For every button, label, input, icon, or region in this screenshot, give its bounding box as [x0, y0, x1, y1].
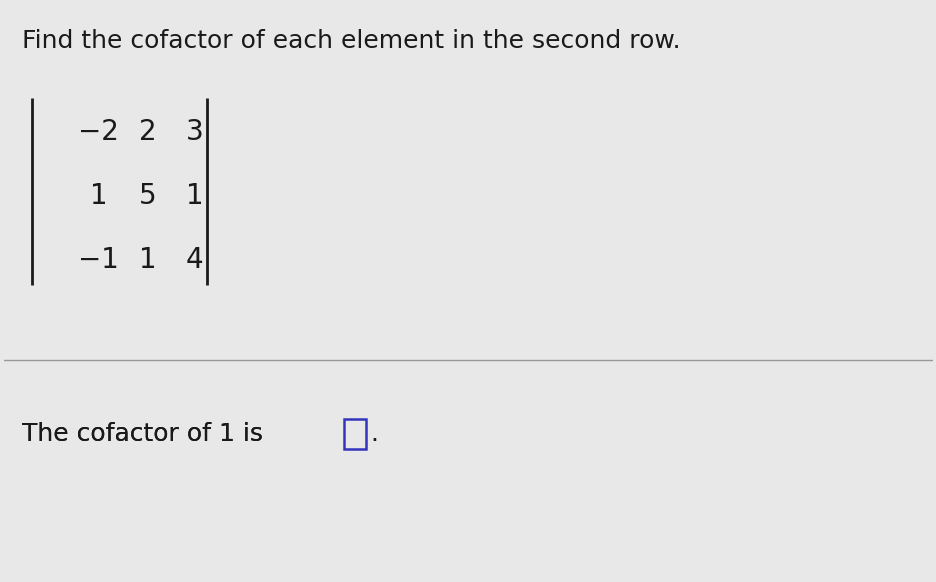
Text: The cofactor of 1 is: The cofactor of 1 is — [22, 422, 271, 446]
Text: 2: 2 — [139, 118, 156, 146]
Text: 1: 1 — [185, 182, 203, 210]
Bar — [344, 419, 366, 449]
Text: 1: 1 — [139, 246, 156, 275]
Text: 1: 1 — [90, 182, 107, 210]
Text: 3: 3 — [185, 118, 203, 146]
Text: .: . — [370, 422, 378, 446]
Text: 4: 4 — [185, 246, 203, 275]
Text: The cofactor of 1 is: The cofactor of 1 is — [22, 422, 271, 446]
Text: 5: 5 — [139, 182, 156, 210]
Text: −1: −1 — [78, 246, 119, 275]
Text: Find the cofactor of each element in the second row.: Find the cofactor of each element in the… — [22, 29, 680, 53]
Text: −2: −2 — [78, 118, 119, 146]
